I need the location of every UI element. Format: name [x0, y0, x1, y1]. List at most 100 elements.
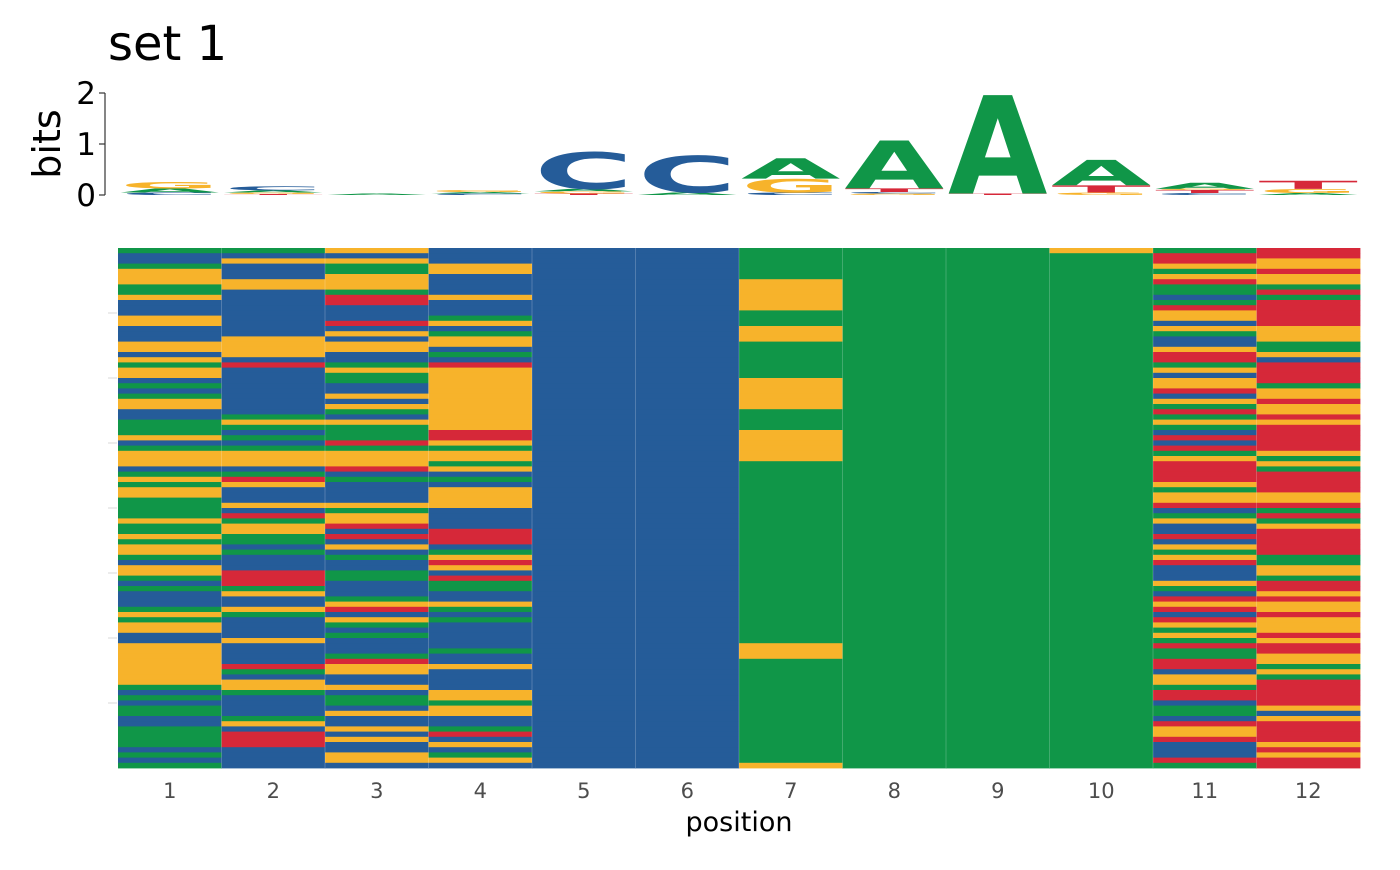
heatmap-cell: [118, 404, 222, 410]
heatmap-cell: [739, 476, 843, 483]
heatmap-column: [532, 248, 636, 769]
heatmap-cell: [1049, 643, 1154, 649]
heatmap-cell: [221, 658, 326, 665]
heatmap-cell: [1153, 404, 1257, 410]
heatmap-cell: [842, 575, 947, 582]
heatmap-cell: [532, 476, 636, 483]
heatmap-cell: [118, 352, 222, 358]
heatmap-cell: [221, 378, 326, 384]
heatmap-cell: [532, 513, 636, 519]
heatmap-cell: [221, 456, 326, 462]
heatmap-cell: [1049, 601, 1154, 608]
heatmap-cell: [532, 674, 636, 680]
heatmap-cell: [1049, 554, 1154, 561]
heatmap-column: [635, 248, 740, 769]
heatmap-cell: [428, 762, 533, 769]
heatmap-cell: [1256, 320, 1361, 327]
heatmap-cell: [325, 721, 429, 727]
heatmap-cell: [1049, 471, 1154, 478]
heatmap-cell: [842, 372, 947, 379]
heatmap-cell: [1256, 684, 1361, 691]
heatmap-cell: [1153, 497, 1257, 504]
heatmap-cell: [532, 757, 636, 764]
heatmap-cell: [325, 326, 429, 332]
heatmap-cell: [532, 570, 636, 576]
heatmap-cell: [842, 258, 947, 264]
heatmap-cell: [739, 653, 843, 660]
heatmap-cell: [1256, 393, 1361, 400]
heatmap-cell: [1153, 747, 1257, 753]
heatmap-cell: [428, 575, 533, 582]
heatmap-cell: [635, 258, 740, 264]
heatmap-cell: [842, 253, 947, 259]
heatmap-cell: [428, 565, 533, 571]
heatmap-cell: [325, 393, 429, 400]
heatmap-cell: [428, 669, 533, 675]
heatmap-cell: [739, 279, 843, 285]
heatmap-cell: [1049, 315, 1154, 322]
heatmap-cell: [325, 398, 429, 405]
heatmap-cell: [1256, 300, 1361, 306]
heatmap-cell: [842, 596, 947, 602]
heatmap-cell: [739, 492, 843, 498]
heatmap-cell: [842, 419, 947, 426]
heatmap-cell: [118, 653, 222, 660]
heatmap-cell: [221, 586, 326, 592]
heatmap-cell: [635, 544, 740, 550]
heatmap-cell: [325, 726, 429, 732]
heatmap-cell: [325, 549, 429, 556]
heatmap-cell: [739, 617, 843, 623]
heatmap-cell: [739, 315, 843, 322]
y-axis-label: bits: [25, 109, 69, 178]
heatmap-cell: [1049, 445, 1154, 452]
heatmap-cell: [946, 294, 1050, 301]
heatmap-cell: [428, 300, 533, 306]
heatmap-cell: [946, 612, 1050, 618]
heatmap-cell: [532, 762, 636, 769]
heatmap-cell: [635, 336, 740, 342]
heatmap-cell: [118, 357, 222, 363]
heatmap-cell: [946, 669, 1050, 675]
heatmap-cell: [739, 268, 843, 275]
heatmap-cell: [325, 336, 429, 342]
heatmap-cell: [739, 627, 843, 634]
heatmap-cell: [1153, 315, 1257, 322]
heatmap-cell: [1256, 596, 1361, 602]
heatmap-cell: [1153, 653, 1257, 660]
logo-letter: C: [120, 192, 219, 196]
heatmap-cell: [221, 554, 326, 561]
heatmap-cell: [325, 367, 429, 374]
heatmap-cell: [635, 284, 740, 290]
heatmap-cell: [1256, 305, 1361, 311]
heatmap-cell: [842, 450, 947, 457]
heatmap-cell: [1153, 523, 1257, 530]
heatmap-cell: [1256, 570, 1361, 576]
heatmap-cell: [1049, 627, 1154, 634]
heatmap-cell: [221, 518, 326, 524]
heatmap-cell: [1256, 268, 1361, 275]
heatmap-cell: [635, 549, 740, 556]
heatmap-cell: [635, 352, 740, 358]
logo-letter: T: [534, 193, 633, 195]
heatmap-cell: [221, 497, 326, 504]
heatmap-cell: [532, 357, 636, 363]
heatmap-cell: [1049, 560, 1154, 566]
heatmap-cell: [428, 305, 533, 311]
y-tick-label: 1: [76, 127, 96, 163]
heatmap-cell: [118, 258, 222, 264]
heatmap-cell: [118, 726, 222, 732]
heatmap-cell: [946, 440, 1050, 446]
heatmap-cell: [532, 731, 636, 738]
heatmap-cell: [325, 591, 429, 597]
heatmap-cell: [946, 591, 1050, 597]
heatmap-cell: [325, 476, 429, 483]
heatmap-cell: [428, 476, 533, 483]
heatmap-cell: [428, 612, 533, 618]
heatmap-cell: [325, 612, 429, 618]
heatmap-cell: [1256, 289, 1361, 296]
heatmap-cell: [1049, 362, 1154, 368]
heatmap-cell: [1153, 726, 1257, 732]
heatmap-cell: [1049, 502, 1154, 509]
heatmap-cell: [325, 601, 429, 608]
